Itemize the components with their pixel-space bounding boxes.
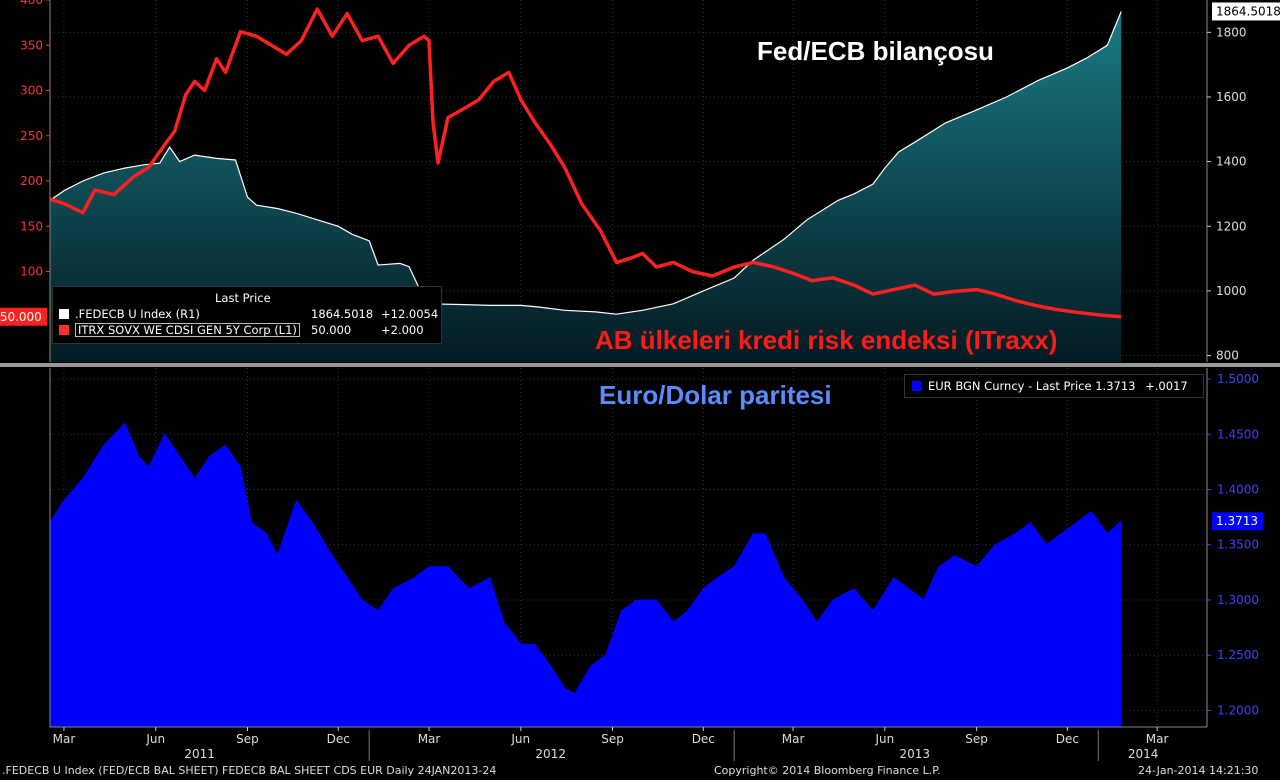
x-tick-label: Jun [874,732,894,746]
itraxx-path [49,7,1122,319]
lower-tick-label: 1.3000 [1217,593,1259,607]
last-price-badges: 1864.5018 50.000 1.3713 [0,2,1280,531]
legend-swatch-eur [912,381,922,391]
lower-tick-label: 1.4000 [1217,483,1259,497]
x-tick-label: Sep [601,732,624,746]
lower-tick-label: 1.5000 [1217,372,1259,386]
badge-fed: 1864.5018 [1216,4,1280,18]
footer-left: .FEDECB U Index (FED/ECB BAL SHEET) FEDE… [2,764,497,777]
x-tick-label: Mar [53,732,76,746]
fed-ecb-title: Fed/ECB bilançosu [757,36,994,66]
legend-change-fed: +12.0054 [381,307,439,321]
x-tick-label: Jun [510,732,530,746]
badge-itraxx-bg [0,307,48,326]
right-tick-label: 1800 [1216,25,1247,39]
fed-balance-area [49,11,1122,362]
fed-area-fill [50,11,1122,362]
left-tick-label: 300 [20,84,43,98]
right-tick-label: 1600 [1216,90,1247,104]
x-tick-label: Dec [327,732,350,746]
left-tick-label: 150 [20,219,43,233]
x-tick-label: Mar [418,732,441,746]
right-tick-label: 800 [1216,349,1239,363]
footer-center: Copyright© 2014 Bloomberg Finance L.P. [714,764,941,777]
legend-eur-series: EUR BGN Curncy - Last Price [928,379,1092,393]
lower-tick-label: 1.4500 [1217,427,1259,441]
eur-usd-title: Euro/Dolar paritesi [599,380,832,410]
legend-row-itraxx[interactable]: ITRX SOVX WE CDSI GEN 5Y Corp (L1) 50.00… [59,323,435,337]
legend-name-itraxx: ITRX SOVX WE CDSI GEN 5Y Corp (L1) [75,323,300,337]
x-tick-label: Dec [1056,732,1079,746]
x-axis-ticks: Mar Jun Sep Dec Mar Jun Sep Dec Mar Jun Sep Dec Mar2… [53,727,1169,761]
lower-legend[interactable]: EUR BGN Curncy - Last Price 1.3713 +.001… [904,374,1204,398]
legend-eur-change: +.0017 [1145,379,1188,393]
x-tick-label: Mar [1146,732,1169,746]
left-axis-ticks: 100 150 200 250 300 350 400 [20,0,50,279]
badge-fed-bg [1212,2,1280,21]
lower-tick-label: 1.2500 [1217,648,1259,662]
legend-row-fed[interactable]: .FEDECB U Index (R1) 1864.5018 +12.0054 [59,307,439,321]
itraxx-line [49,7,1122,319]
legend-name-eur: EUR BGN Curncy - Last Price 1.3713 +.001… [928,379,1188,393]
x-tick-label: Jun [145,732,165,746]
right-tick-label: 1000 [1216,284,1247,298]
badge-eur-bg [1212,512,1264,531]
panel-divider [0,363,1280,367]
left-tick-label: 100 [20,265,43,279]
eur-area [49,422,1122,728]
badge-itraxx: 50.000 [0,310,42,324]
lower-tick-label: 1.3500 [1217,538,1259,552]
x-year-label: 2013 [899,747,930,761]
right-axis-ticks: 800 1000 1200 1400 1600 1800 [1207,25,1247,363]
x-tick-label: Mar [782,732,805,746]
right-tick-label: 1200 [1216,219,1247,233]
itraxx-title: AB ülkeleri kredi risk endeksi (ITraxx) [595,325,1058,355]
x-tick-label: Sep [236,732,259,746]
legend-change-itraxx: +2.000 [381,323,424,337]
x-year-label: 2014 [1128,747,1159,761]
x-tick-label: Dec [692,732,715,746]
x-year-label: 2011 [184,747,215,761]
lower-tick-label: 1.2000 [1217,703,1259,717]
left-tick-label: 400 [20,0,43,7]
left-tick-label: 250 [20,129,43,143]
left-tick-label: 350 [20,38,43,52]
legend-last-itraxx: 50.000 [311,323,352,337]
x-tick-label: Sep [965,732,988,746]
eur-area-fill [49,422,1122,728]
legend-header: Last Price [215,291,271,305]
upper-legend: Last Price .FEDECB U Index (R1) 1864.501… [52,286,442,344]
legend-swatch-itraxx [59,325,69,335]
badge-eur: 1.3713 [1216,514,1258,528]
footer-right: 24-Jan-2014 14:21:30 [1138,764,1259,777]
x-year-label: 2012 [535,747,566,761]
left-tick-label: 200 [20,174,43,188]
legend-eur-last: 1.3713 [1095,379,1136,393]
legend-last-fed: 1864.5018 [311,307,374,321]
legend-swatch-fed [59,309,69,319]
right-tick-label: 1400 [1216,155,1247,169]
lower-axis-ticks: 1.2000 1.2500 1.3000 1.3500 1.4000 1.4500 1.50… [1207,372,1259,717]
legend-name-fed: .FEDECB U Index (R1) [75,307,200,321]
